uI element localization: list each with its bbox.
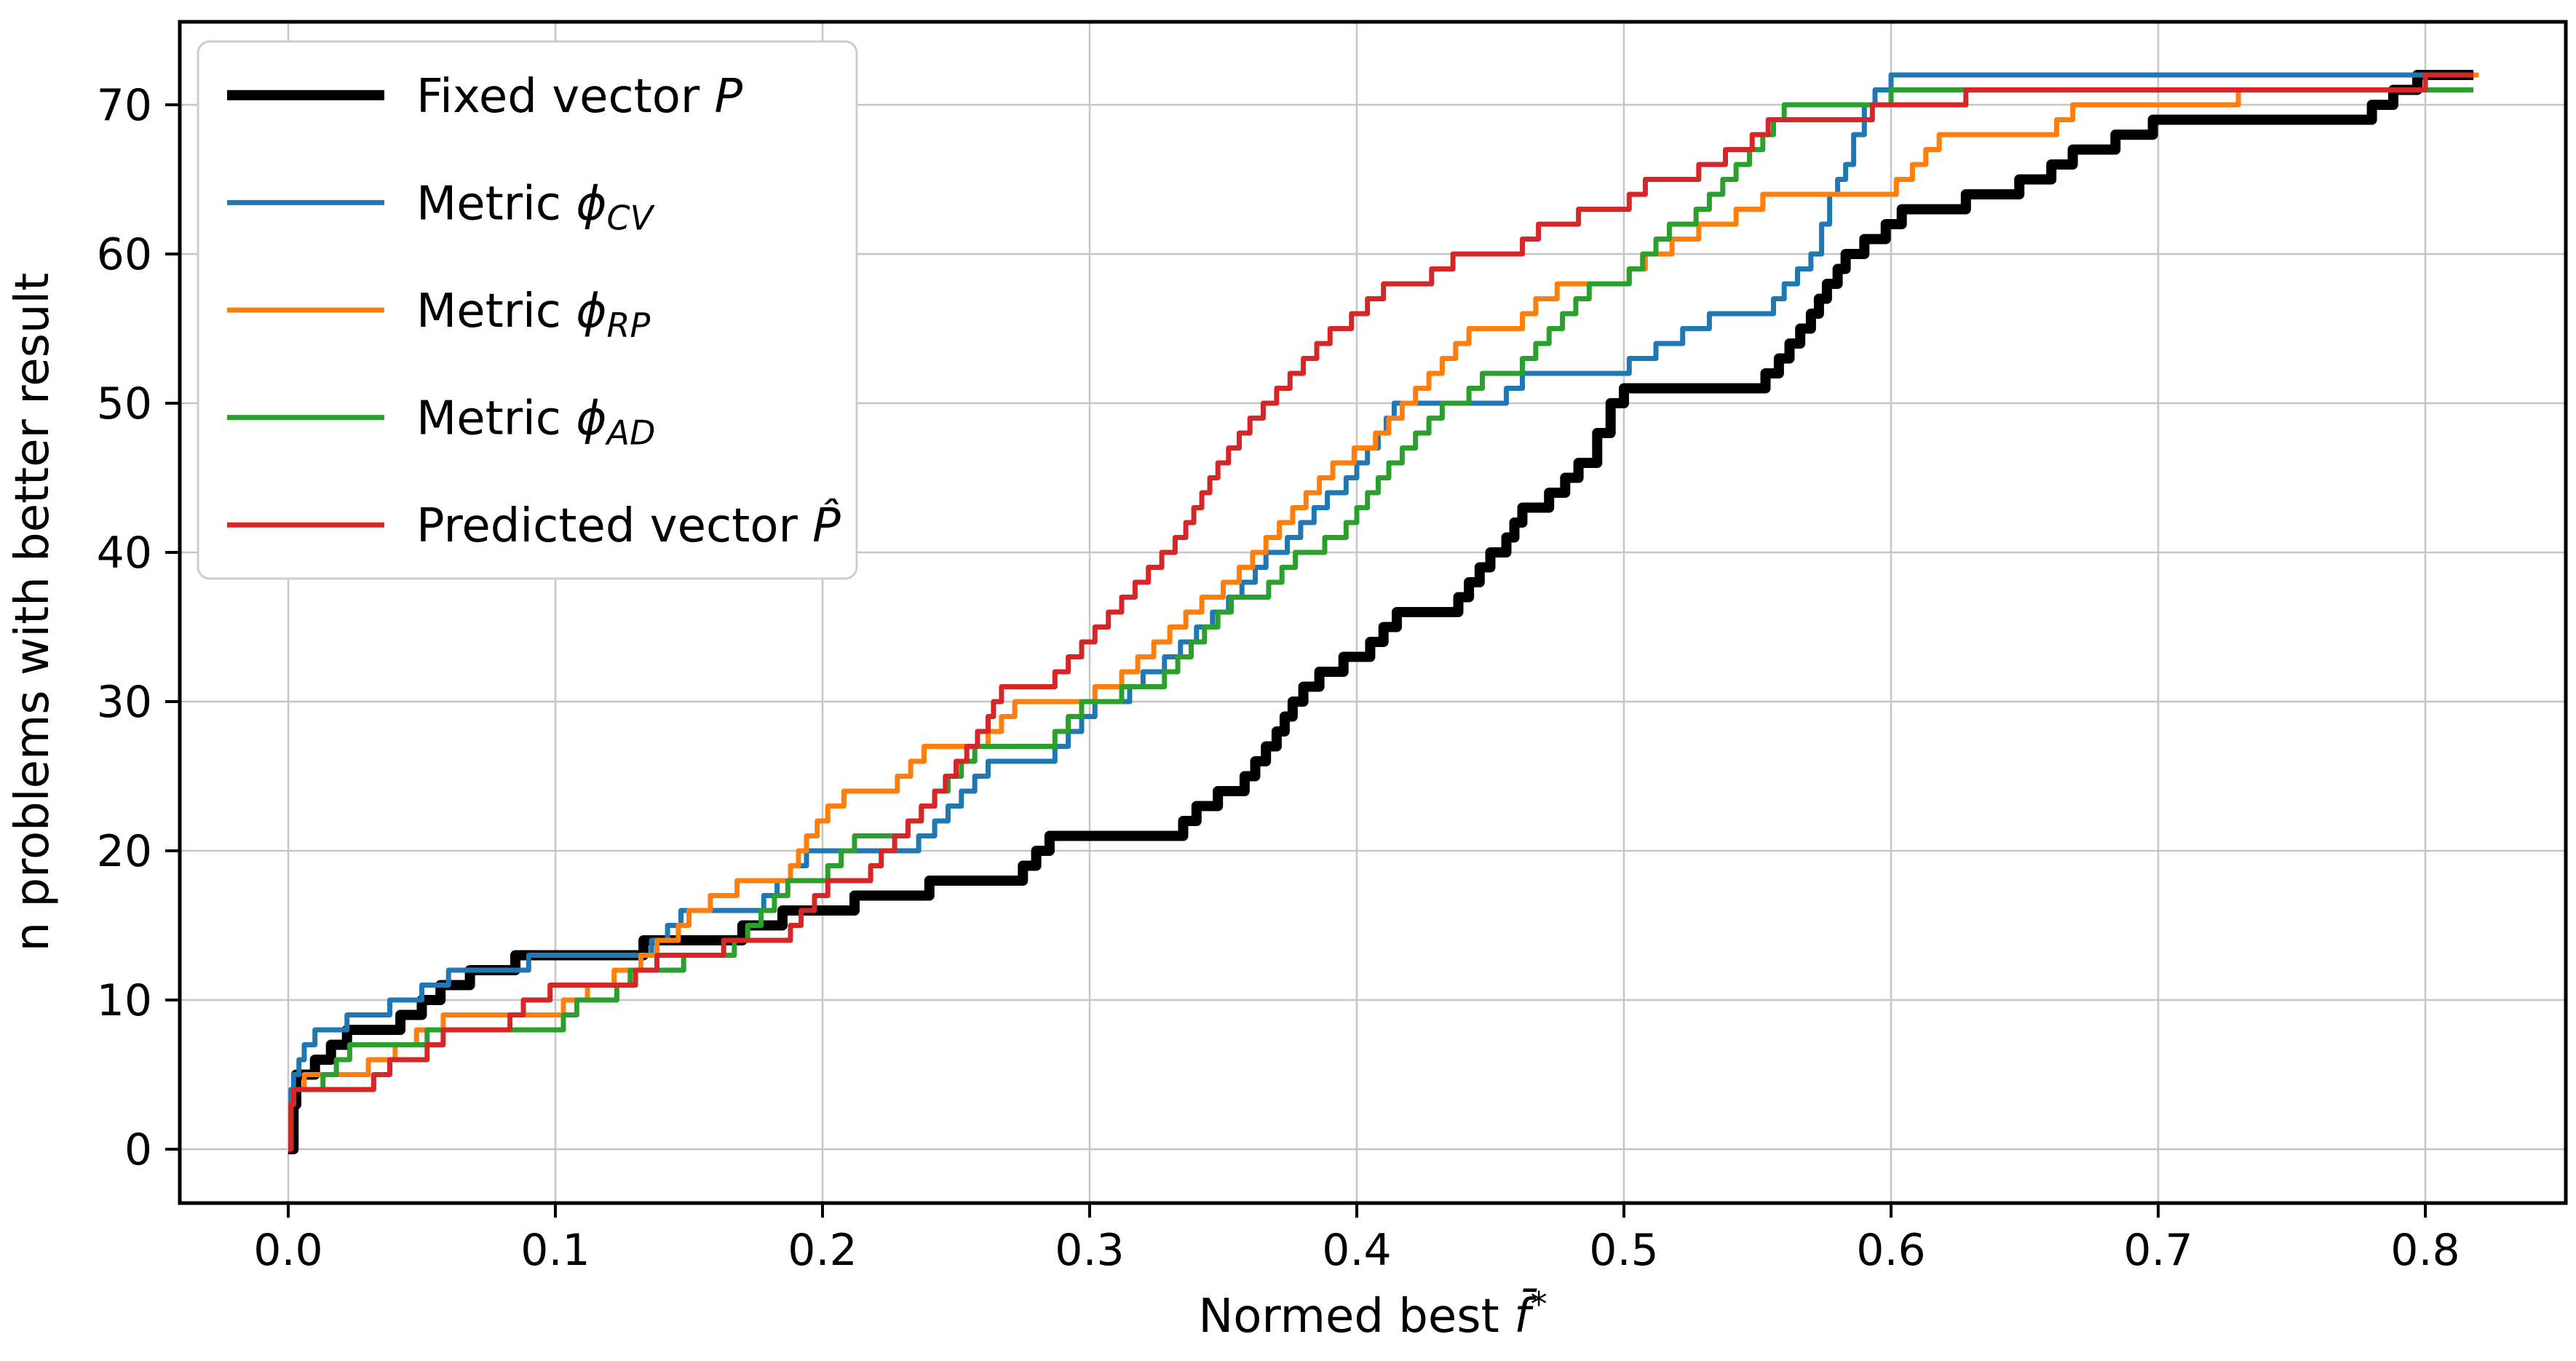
x-axis-label: Normed best f̄*	[1198, 1285, 1547, 1344]
series-metric-cv	[288, 72, 2479, 1152]
series-group	[288, 70, 2479, 1154]
y-axis-label: n problems with better result	[6, 273, 60, 952]
series-fixed-vector-p	[288, 70, 2474, 1154]
x-tick-label: 0.0	[253, 1225, 322, 1276]
series-predicted-vector-p-	[288, 72, 2474, 1152]
legend-label-metric-phi-rp: Metric ϕRP	[416, 285, 650, 345]
x-tick-label: 0.6	[1856, 1225, 1925, 1276]
tick-labels: 0.0 0.1 0.2 0.3 0.4 0.5 0.6 0.7 0.8 0 10 20 30 40 50 60…	[97, 80, 2460, 1276]
series-metric-rp	[288, 72, 2479, 1152]
x-tick-label: 0.5	[1589, 1225, 1658, 1276]
legend-label-predicted-vector-p-hat: Predicted vector P̂	[416, 498, 841, 554]
y-tick-label: 20	[97, 826, 152, 877]
y-tick-label: 60	[97, 229, 152, 280]
y-tick-label: 50	[97, 378, 152, 429]
x-tick-label: 0.7	[2123, 1225, 2192, 1276]
legend-label-fixed-vector-p: Fixed vector P	[416, 70, 743, 124]
x-tick-label: 0.2	[788, 1225, 857, 1276]
x-tick-label: 0.8	[2390, 1225, 2460, 1276]
y-tick-label: 30	[97, 677, 152, 728]
plot-border	[178, 20, 2568, 1205]
y-tick-label: 10	[97, 975, 152, 1026]
x-tick-label: 0.1	[520, 1225, 590, 1276]
x-tick-label: 0.4	[1322, 1225, 1391, 1276]
series-metric-ad	[288, 87, 2474, 1152]
legend-box	[197, 40, 858, 580]
y-tick-label: 70	[97, 80, 152, 131]
legend: Fixed vector P Metric ϕCV Metric ϕRP Metric…	[197, 40, 858, 580]
x-tick-label: 0.3	[1055, 1225, 1124, 1276]
ticks	[165, 103, 2427, 1218]
y-tick-label: 0	[124, 1124, 152, 1175]
y-tick-label: 40	[97, 528, 152, 579]
legend-label-metric-phi-ad: Metric ϕAD	[416, 392, 655, 453]
legend-label-metric-phi-cv: Metric ϕCV	[416, 177, 656, 237]
